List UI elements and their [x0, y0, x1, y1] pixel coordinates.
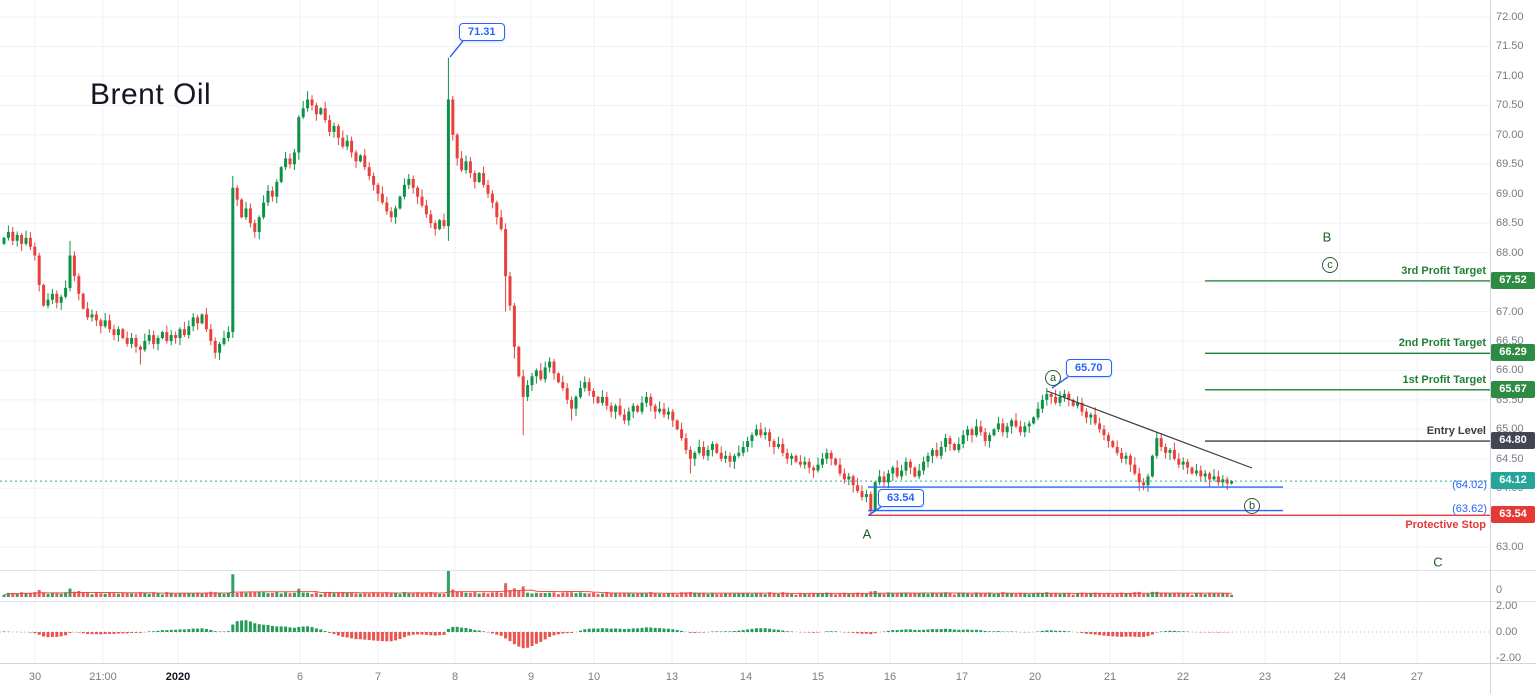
time-axis-label: 24 — [1333, 671, 1347, 683]
price-axis-label: 70.00 — [1496, 128, 1524, 141]
time-axis-label: 16 — [883, 671, 897, 683]
oscillator-axis-label: 0.00 — [1496, 626, 1518, 638]
price-axis-label: 69.50 — [1496, 158, 1524, 171]
axis-price-badge: 67.52 — [1491, 271, 1535, 289]
price-axis-label: 66.50 — [1496, 334, 1524, 347]
candles-layer[interactable] — [2, 57, 1234, 516]
chart-title: Brent Oil — [90, 78, 212, 111]
level-label: Protective Stop — [1405, 519, 1486, 532]
time-axis-label: 8 — [451, 671, 459, 683]
wave-letter[interactable]: b — [1244, 498, 1260, 514]
drawings-layer[interactable] — [0, 40, 1490, 516]
callout-anchor-line — [449, 40, 464, 58]
time-axis-label: 17 — [955, 671, 969, 683]
time-axis-label: 14 — [739, 671, 753, 683]
axis-price-badge: 65.67 — [1491, 380, 1535, 398]
price-axis-label: 71.50 — [1496, 40, 1524, 53]
price-axis-label: 64.50 — [1496, 452, 1524, 465]
channel-price-label: (63.62) — [1452, 502, 1487, 515]
level-label: 1st Profit Target — [1402, 373, 1486, 386]
price-callout[interactable]: 65.70 — [1066, 359, 1112, 377]
time-axis-label: 10 — [587, 671, 601, 683]
oscillator-axis-label: -2.00 — [1496, 652, 1522, 664]
callout-anchor-line — [868, 506, 882, 516]
time-axis-label: 21 — [1103, 671, 1117, 683]
axis-price-badge: 66.29 — [1491, 344, 1535, 362]
volume-axis-label: 0 — [1496, 584, 1503, 596]
time-axis-label: 23 — [1258, 671, 1272, 683]
time-axis-label: 27 — [1410, 671, 1424, 683]
oscillator-axis-label: 2.00 — [1496, 600, 1518, 612]
time-axis-label: 2020 — [165, 671, 191, 683]
time-axis-label: 15 — [811, 671, 825, 683]
wave-letter[interactable]: a — [1045, 370, 1061, 386]
grid-layer — [0, 0, 1490, 663]
price-axis-label: 66.00 — [1496, 364, 1524, 377]
price-callout[interactable]: 63.54 — [878, 489, 924, 507]
axis-price-badge: 63.54 — [1491, 506, 1535, 524]
wave-letter[interactable]: C — [1433, 554, 1443, 570]
time-axis-label: 22 — [1176, 671, 1190, 683]
time-axis-label: 9 — [527, 671, 535, 683]
time-axis-label: 30 — [28, 671, 42, 683]
time-axis-label: 7 — [374, 671, 382, 683]
price-axis-label: 70.50 — [1496, 99, 1524, 112]
wave-letter[interactable]: A — [862, 526, 872, 542]
axis-price-badge: 64.80 — [1491, 432, 1535, 450]
price-axis-label: 63.00 — [1496, 541, 1524, 554]
price-axis-label: 71.00 — [1496, 69, 1524, 82]
trendline[interactable] — [1046, 390, 1253, 469]
wave-letter[interactable]: B — [1322, 229, 1332, 245]
price-axis-label: 72.00 — [1496, 11, 1524, 23]
level-label: 3rd Profit Target — [1401, 264, 1486, 277]
channel-price-label: (64.02) — [1452, 479, 1487, 492]
price-axis-label: 69.00 — [1496, 187, 1524, 200]
price-callout[interactable]: 71.31 — [459, 23, 505, 41]
wave-letter[interactable]: c — [1322, 257, 1338, 273]
callout-anchor-line — [1051, 376, 1069, 389]
level-label: 2nd Profit Target — [1398, 337, 1486, 350]
time-axis-label: 6 — [296, 671, 304, 683]
price-axis-label: 68.50 — [1496, 217, 1524, 230]
level-label: Entry Level — [1426, 425, 1486, 438]
volume-layer — [2, 571, 1234, 597]
time-axis-label: 13 — [665, 671, 679, 683]
price-axis-label: 67.00 — [1496, 305, 1524, 318]
oscillator-layer — [0, 620, 1490, 649]
time-axis-label: 20 — [1028, 671, 1042, 683]
price-axis-label: 68.00 — [1496, 246, 1524, 259]
time-axis-label: 21:00 — [89, 671, 117, 683]
last-price-badge: 64.12 — [1491, 472, 1535, 490]
